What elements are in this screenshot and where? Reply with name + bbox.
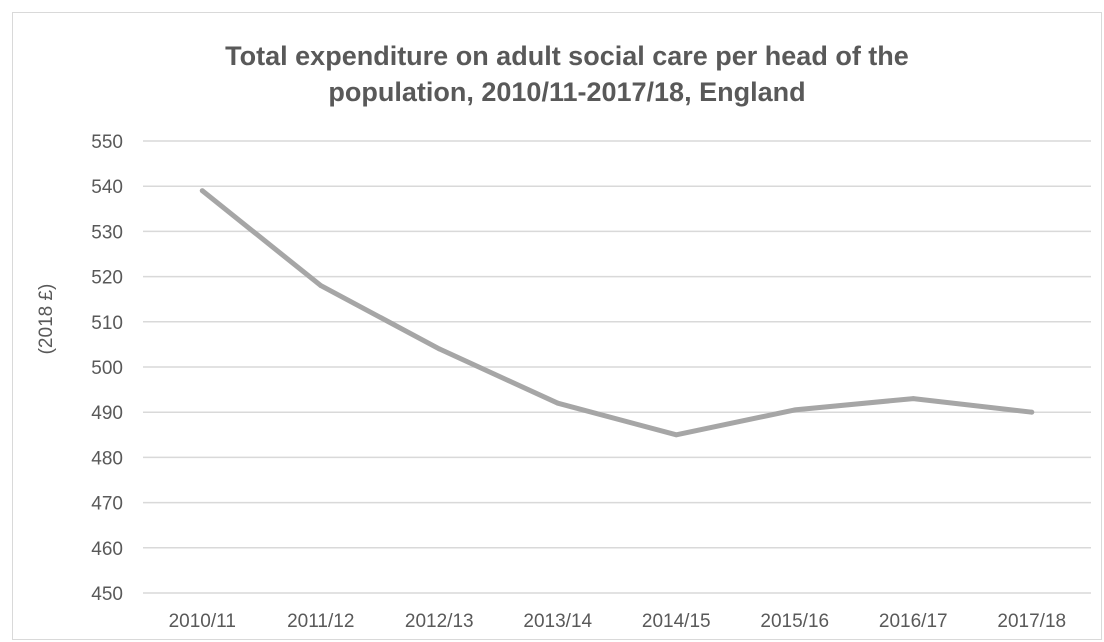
data-point — [673, 432, 679, 438]
gridlines — [143, 140, 1091, 594]
y-axis-title: (2018 £) — [36, 284, 57, 355]
chart-title-line-1: Total expenditure on adult social care p… — [225, 41, 909, 71]
data-point — [199, 188, 205, 194]
x-tick-label: 2013/14 — [523, 611, 592, 632]
chart-title-line-2: population, 2010/11-2017/18, England — [328, 77, 806, 107]
x-axis-ticks: 2010/11 2011/12 2012/13 2013/14 2014/15 2015/… — [169, 611, 1066, 632]
data-point — [318, 283, 324, 289]
y-tick-label: 510 — [91, 313, 123, 334]
chart-frame — [12, 12, 1102, 640]
y-tick-label: 480 — [91, 448, 123, 469]
data-point — [910, 396, 916, 402]
data-point — [1029, 409, 1035, 415]
y-axis-ticks: 450 460 470 480 490 500 510 520 530 540 550 — [91, 132, 123, 605]
y-tick-label: 460 — [91, 539, 123, 560]
x-tick-label: 2016/17 — [879, 611, 948, 632]
series-layer — [199, 188, 1035, 438]
x-tick-label: 2014/15 — [642, 611, 711, 632]
y-tick-label: 530 — [91, 222, 123, 243]
series-line — [199, 188, 1035, 438]
x-tick-label: 2012/13 — [405, 611, 474, 632]
data-point — [555, 400, 561, 406]
y-tick-label: 520 — [91, 268, 123, 289]
y-tick-label: 490 — [91, 403, 123, 424]
x-tick-label: 2017/18 — [997, 611, 1066, 632]
y-tick-label: 450 — [91, 584, 123, 605]
y-tick-label: 540 — [91, 177, 123, 198]
data-point — [792, 407, 798, 413]
data-point — [436, 346, 442, 352]
x-tick-label: 2011/12 — [287, 611, 354, 632]
chart-title: Total expenditure on adult social care p… — [0, 38, 1104, 110]
x-tick-label: 2010/11 — [169, 611, 236, 632]
y-tick-label: 470 — [91, 494, 123, 515]
x-tick-label: 2015/16 — [760, 611, 829, 632]
y-tick-label: 550 — [91, 132, 123, 153]
y-tick-label: 500 — [91, 358, 123, 379]
